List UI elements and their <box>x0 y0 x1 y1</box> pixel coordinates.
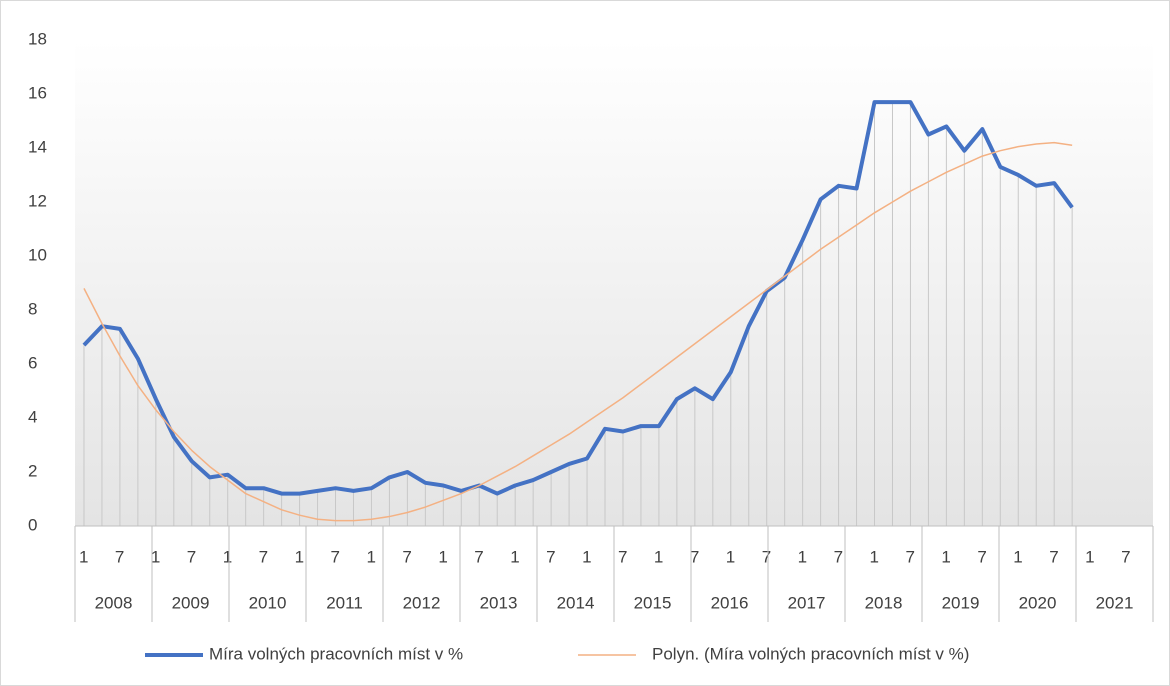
x-tick-label: 7 <box>115 547 124 566</box>
legend-label: Polyn. (Míra volných pracovních míst v %… <box>652 644 969 663</box>
year-label: 2009 <box>172 593 210 612</box>
x-tick-label: 1 <box>941 547 950 566</box>
y-tick-label: 12 <box>28 191 47 210</box>
x-tick-label: 1 <box>582 547 591 566</box>
x-tick-label: 1 <box>295 547 304 566</box>
x-tick-label: 7 <box>1049 547 1058 566</box>
x-tick-label: 1 <box>510 547 519 566</box>
series-line <box>83 141 1073 522</box>
y-tick-label: 6 <box>28 353 37 372</box>
year-label: 2008 <box>95 593 133 612</box>
y-tick-label: 4 <box>28 407 37 426</box>
y-tick-label: 0 <box>28 515 37 534</box>
x-tick-label: 7 <box>618 547 627 566</box>
legend-label: Míra volných pracovních míst v % <box>209 644 463 663</box>
x-tick-label: 1 <box>79 547 88 566</box>
y-tick-label: 10 <box>28 245 47 264</box>
x-tick-label: 1 <box>726 547 735 566</box>
year-label: 2017 <box>788 593 826 612</box>
y-tick-label: 2 <box>28 461 37 480</box>
x-tick-label: 7 <box>977 547 986 566</box>
x-tick-label: 7 <box>402 547 411 566</box>
x-tick-label: 7 <box>762 547 771 566</box>
x-tick-label: 7 <box>690 547 699 566</box>
year-label: 2016 <box>711 593 749 612</box>
year-label: 2020 <box>1019 593 1057 612</box>
x-tick-label: 1 <box>366 547 375 566</box>
year-label: 2021 <box>1096 593 1134 612</box>
x-tick-label: 7 <box>474 547 483 566</box>
y-tick-label: 14 <box>28 137 47 156</box>
year-label: 2010 <box>249 593 287 612</box>
x-tick-label: 7 <box>259 547 268 566</box>
x-tick-label: 7 <box>1121 547 1130 566</box>
x-tick-label: 7 <box>834 547 843 566</box>
plot-background <box>75 40 1153 526</box>
year-label: 2011 <box>326 593 363 612</box>
x-tick-label: 7 <box>546 547 555 566</box>
y-tick-label: 8 <box>28 299 37 318</box>
year-label: 2019 <box>942 593 980 612</box>
x-tick-label: 7 <box>187 547 196 566</box>
x-tick-label: 1 <box>870 547 879 566</box>
year-label: 2012 <box>403 593 441 612</box>
year-label: 2013 <box>480 593 518 612</box>
x-tick-label: 1 <box>1085 547 1094 566</box>
x-tick-label: 1 <box>654 547 663 566</box>
x-tick-label: 1 <box>223 547 232 566</box>
y-tick-label: 16 <box>28 83 47 102</box>
x-tick-label: 1 <box>151 547 160 566</box>
x-tick-label: 7 <box>905 547 914 566</box>
x-tick-label: 1 <box>1013 547 1022 566</box>
year-label: 2015 <box>634 593 672 612</box>
x-tick-label: 7 <box>331 547 340 566</box>
year-label: 2014 <box>557 593 595 612</box>
series-line <box>82 100 1074 496</box>
year-label: 2018 <box>865 593 903 612</box>
x-tick-label: 1 <box>438 547 447 566</box>
x-tick-label: 1 <box>798 547 807 566</box>
y-tick-label: 18 <box>28 29 47 48</box>
